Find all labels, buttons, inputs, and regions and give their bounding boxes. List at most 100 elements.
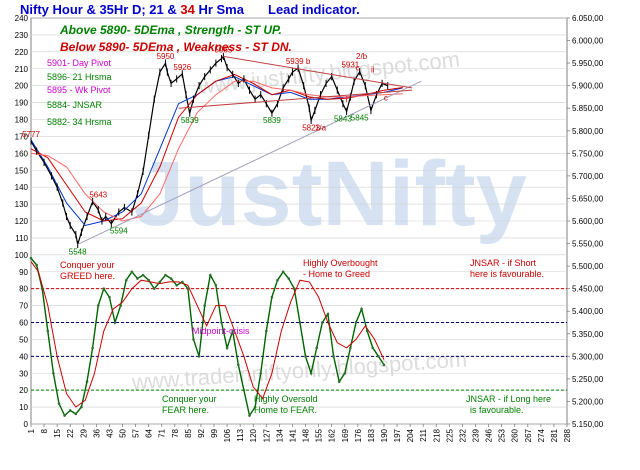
- x-tick-label: 211: [419, 428, 428, 441]
- x-tick-label: 36: [92, 428, 101, 437]
- oscillator-point: [80, 405, 83, 409]
- chart-title: Nifty Hour & 35Hr D; 21 & 34 Hr Sma: [20, 2, 245, 17]
- oscillator-point: [192, 338, 195, 341]
- oscillator-point: [186, 287, 190, 290]
- price-series-3: [30, 80, 403, 222]
- right-tick-label: 5.850,00: [572, 104, 604, 113]
- left-tick-label: 150: [15, 166, 29, 175]
- right-tick-label: 5.150,00: [572, 420, 604, 429]
- price-label: c: [384, 94, 388, 103]
- x-tick-label: 176: [354, 428, 363, 442]
- note-oversold-1: Highly Oversold: [254, 394, 318, 404]
- oscillator-point: [276, 278, 279, 282]
- oscillator-point: [343, 371, 347, 375]
- x-tick-label: 57: [132, 428, 141, 437]
- x-tick-label: 78: [171, 428, 180, 437]
- oscillator-point: [141, 273, 145, 277]
- x-tick-label: 113: [236, 428, 245, 441]
- trendline-2: [178, 89, 413, 109]
- left-tick-label: 140: [15, 183, 29, 192]
- pivot-day: 5901- Day Pivot: [47, 58, 112, 68]
- oscillator-point: [102, 287, 106, 290]
- x-tick-label: 99: [210, 428, 219, 437]
- note-conquer-fear-1: Conquer your: [162, 394, 217, 404]
- oscillator-point: [337, 380, 341, 384]
- pivot-wk: 5895 - Wk Pivot: [47, 85, 111, 95]
- oscillator-point: [259, 371, 263, 375]
- oscillator-point: [281, 270, 285, 274]
- oscillator-point: [365, 329, 369, 333]
- x-tick-label: 22: [66, 428, 75, 437]
- left-tick-label: 30: [19, 369, 28, 378]
- oscillator-point: [29, 256, 33, 260]
- price-label: 5939 b: [286, 57, 311, 66]
- oscillator-point: [214, 283, 218, 287]
- price-label: 5839: [263, 116, 281, 125]
- oscillator-point: [52, 371, 55, 375]
- title-part-c: Hr Sma: [195, 2, 245, 17]
- oscillator-point: [175, 283, 178, 287]
- left-tick-label: 50: [19, 335, 28, 344]
- x-tick-label: 85: [184, 428, 193, 437]
- oscillator-point: [242, 388, 246, 392]
- title-part-a: Nifty Hour & 35Hr D; 21 &: [20, 2, 180, 17]
- x-tick-label: 218: [432, 428, 441, 442]
- oscillator-point: [248, 414, 251, 417]
- x-tick-label: 50: [119, 428, 128, 437]
- left-tick-label: 200: [15, 82, 29, 91]
- right-tick-label: 6.000,00: [572, 37, 604, 46]
- oscillator-point: [371, 346, 375, 350]
- left-tick-label: 10: [19, 403, 28, 412]
- price-label: 5843: [334, 114, 352, 123]
- x-tick-label: 232: [458, 428, 467, 442]
- chart-subtitle: Lead indicator.: [268, 2, 360, 17]
- price-label: 2/b: [356, 52, 368, 61]
- pivot-34-hrsma: 5882- 34 Hrsma: [47, 117, 112, 127]
- right-tick-label: 5.250,00: [572, 375, 604, 384]
- right-tick-label: 5.350,00: [572, 330, 604, 339]
- oscillator-point: [270, 295, 274, 299]
- oscillator-point: [309, 371, 313, 375]
- oscillator-point: [63, 414, 66, 417]
- oscillator-point: [124, 278, 128, 282]
- oscillator-point: [237, 363, 240, 367]
- price-label: 5965: [214, 45, 232, 54]
- left-tick-label: 100: [15, 251, 29, 260]
- oscillator-point: [68, 409, 72, 412]
- legend-strength-line: Above 5890- 5DEma , Strength - ST UP.: [59, 23, 282, 37]
- right-tick-label: 5.700,00: [572, 172, 604, 181]
- oscillator-point: [35, 263, 38, 267]
- x-tick-label: 106: [223, 428, 232, 442]
- trendline-layer: [77, 55, 422, 245]
- trendline-1: [223, 55, 413, 89]
- oscillator-point: [74, 412, 78, 416]
- oscillator-point: [298, 321, 302, 324]
- x-tick-label: 260: [511, 428, 520, 442]
- oscillator-point: [231, 329, 235, 333]
- oscillator-point: [382, 363, 386, 367]
- left-tick-label: 120: [15, 217, 29, 226]
- x-tick-label: 43: [105, 428, 114, 437]
- oscillator-point: [46, 329, 50, 333]
- x-tick-label: 141: [288, 428, 297, 442]
- x-tick-label: 204: [406, 428, 415, 442]
- x-tick-label: 246: [485, 428, 494, 442]
- oscillator-point: [377, 355, 380, 358]
- left-tick-label: 20: [19, 386, 28, 395]
- watermark-brand: JustNifty: [133, 143, 527, 245]
- left-tick-label: 220: [15, 48, 29, 57]
- x-tick-label: 162: [328, 428, 337, 442]
- oscillator-point: [152, 287, 156, 290]
- x-tick-label: 267: [524, 428, 533, 442]
- title-part-b: 34: [180, 2, 195, 17]
- left-tick-label: 40: [19, 352, 28, 361]
- note-jnsar-short-1: JNSAR - if Short: [470, 258, 537, 268]
- right-tick-label: 5.950,00: [572, 59, 604, 68]
- right-tick-label: 5.500,00: [572, 262, 604, 271]
- x-tick-label: 197: [393, 428, 402, 442]
- x-tick-label: 15: [53, 428, 62, 437]
- price-label: 5839: [181, 116, 199, 125]
- x-tick-label: 225: [445, 428, 454, 442]
- x-tick-label: 71: [158, 428, 167, 437]
